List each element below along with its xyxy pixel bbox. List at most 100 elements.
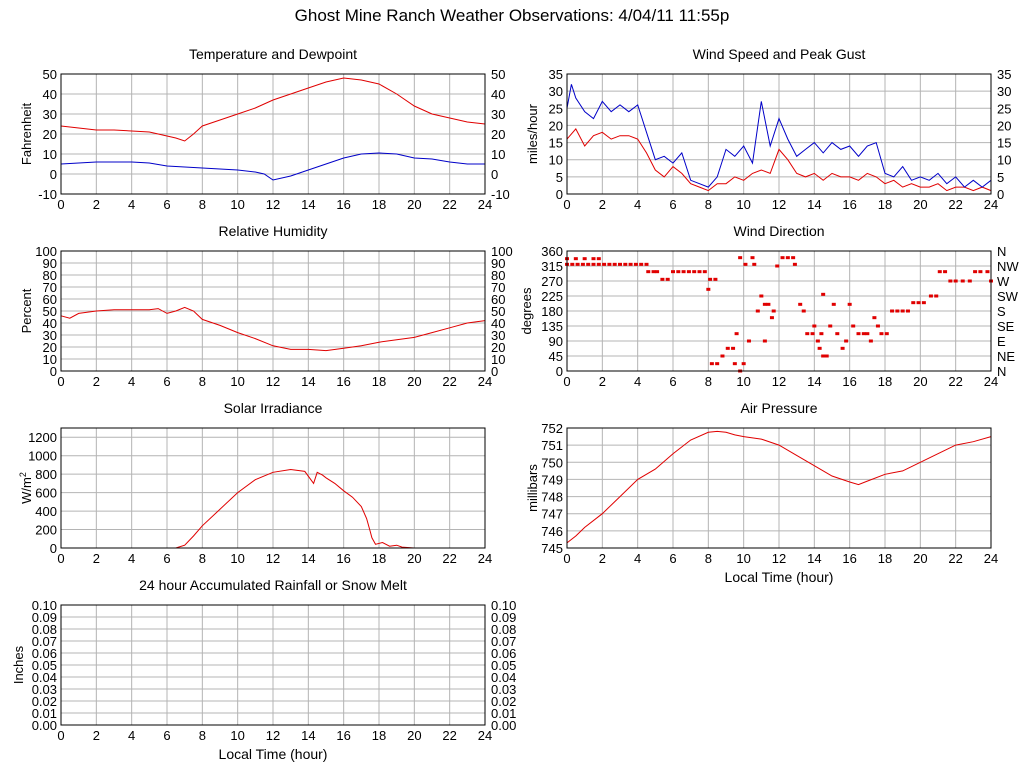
x-tick-label: 4: [634, 374, 641, 389]
direction-point: [943, 270, 948, 274]
direction-point: [746, 339, 751, 343]
x-tick-label: 8: [199, 551, 206, 566]
x-tick-label: 10: [230, 728, 244, 743]
direction-point: [805, 332, 810, 336]
x-tick-label: 4: [634, 551, 641, 566]
direction-point: [646, 270, 651, 274]
compass-label: NW: [997, 259, 1019, 274]
x-tick-label: 0: [563, 197, 570, 212]
y-tick-label: 315: [541, 259, 563, 274]
x-tick-label: 20: [407, 374, 421, 389]
x-tick-label: 16: [842, 374, 856, 389]
y-tick-label: 135: [541, 319, 563, 334]
y-tick-label: 360: [541, 244, 563, 259]
x-tick-label: 14: [807, 551, 821, 566]
direction-point: [750, 256, 755, 260]
direction-point: [738, 256, 743, 260]
x-tick-label: 14: [807, 197, 821, 212]
x-tick-label: 8: [199, 374, 206, 389]
y-tick-label: 0.05: [32, 658, 57, 673]
x-tick-label: 14: [301, 374, 315, 389]
y-tick-label: 600: [35, 486, 57, 501]
direction-point: [875, 324, 880, 328]
direction-point: [812, 324, 817, 328]
plot-frame-humidity: [60, 250, 486, 372]
y-axis-label-humidity: Percent: [19, 288, 34, 333]
direction-point: [570, 262, 575, 266]
x-tick-label: 10: [736, 197, 750, 212]
x-tick-label: 18: [878, 197, 892, 212]
x-tick-label: 10: [230, 374, 244, 389]
x-tick-label: 16: [336, 197, 350, 212]
direction-point: [792, 262, 797, 266]
y-tick-label: 20: [43, 340, 57, 355]
direction-point: [844, 339, 849, 343]
x-tick-label: 24: [984, 374, 998, 389]
y-tick-label: 180: [541, 304, 563, 319]
y-tick-label: 0.09: [32, 610, 57, 625]
x-tick-label: 12: [266, 728, 280, 743]
x-tick-label: 12: [266, 197, 280, 212]
x-tick-label: 12: [772, 374, 786, 389]
x-tick-label: 24: [478, 374, 492, 389]
plot-frame-rain: [60, 604, 486, 726]
y-tick-label-right: 0.03: [491, 682, 516, 697]
direction-point: [895, 309, 900, 313]
direction-point: [879, 332, 884, 336]
y-tick-label: 0: [50, 541, 57, 556]
direction-point: [660, 277, 665, 281]
x-tick-label: 10: [736, 551, 750, 566]
direction-point: [769, 316, 774, 320]
x-tick-label: 20: [913, 551, 927, 566]
y-tick-label: 45: [549, 349, 563, 364]
series-line-wind-1: [566, 84, 992, 188]
direction-point: [708, 277, 713, 281]
y-tick-label: 80: [43, 268, 57, 283]
direction-point: [580, 262, 585, 266]
x-tick-label: 12: [772, 551, 786, 566]
y-tick-label-right: 0.00: [491, 718, 516, 733]
series-line-temperature-1: [60, 152, 485, 181]
x-tick-label: 20: [407, 197, 421, 212]
direction-point: [978, 270, 983, 274]
compass-label: SE: [997, 319, 1015, 334]
x-tick-label: 2: [599, 374, 606, 389]
x-tick-label: 4: [634, 197, 641, 212]
direction-point: [607, 262, 612, 266]
direction-point: [831, 302, 836, 306]
y-tick-label-right: 0.06: [491, 646, 516, 661]
direction-point: [905, 309, 910, 313]
direction-point: [623, 262, 628, 266]
x-tick-label: 0: [563, 551, 570, 566]
direction-point: [715, 362, 720, 366]
y-tick-label: 750: [541, 455, 563, 470]
plot-frame-pressure: [566, 427, 992, 549]
x-tick-label: 22: [442, 728, 456, 743]
direction-point: [734, 332, 739, 336]
direction-point: [671, 270, 675, 274]
y-tick-label: 225: [541, 289, 563, 304]
x-tick-label: 22: [442, 197, 456, 212]
direction-point: [755, 309, 760, 313]
direction-point: [706, 287, 711, 291]
y-tick-label: 749: [541, 472, 563, 487]
x-tick-label: 16: [842, 551, 856, 566]
direction-point: [591, 257, 596, 261]
y-tick-label-right: -10: [491, 187, 510, 202]
y-tick-label-right: 15: [997, 136, 1011, 151]
direction-point: [791, 256, 796, 260]
y-tick-label-right: 100: [491, 244, 513, 259]
direction-point: [741, 362, 746, 366]
x-tick-label: 14: [301, 551, 315, 566]
direction-point: [828, 324, 833, 328]
y-tick-label-right: 0: [491, 364, 498, 379]
y-tick-label: 745: [541, 541, 563, 556]
y-tick-label: 0.03: [32, 682, 57, 697]
direction-point: [681, 270, 686, 274]
x-tick-label: 24: [478, 197, 492, 212]
x-tick-label: 18: [878, 374, 892, 389]
y-axis-label-superscript: 2: [18, 472, 28, 477]
direction-point: [766, 302, 771, 306]
y-tick-label: -10: [38, 187, 57, 202]
x-tick-label: 10: [230, 551, 244, 566]
